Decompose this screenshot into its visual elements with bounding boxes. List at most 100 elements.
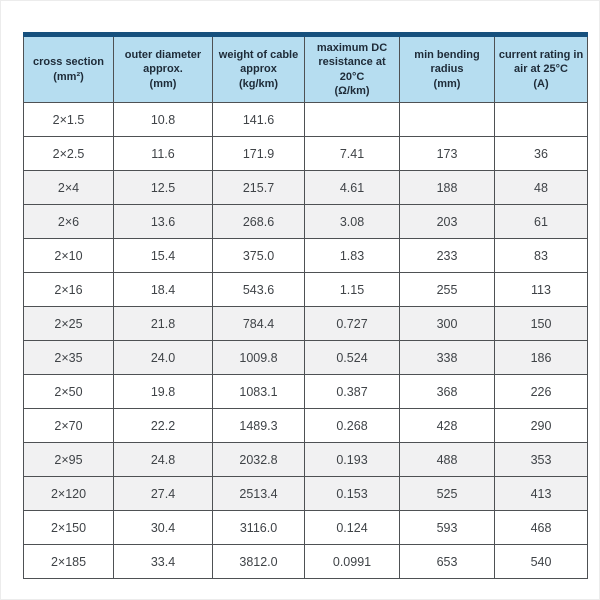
table-cell: 48 (494, 170, 588, 206)
table-cell: 2×70 (23, 408, 114, 444)
column-header-dc-resistance: maximum DC resistance at 20°C (Ω/km) (304, 33, 400, 104)
table-cell: 3812.0 (212, 544, 305, 580)
header-line: radius (430, 63, 464, 76)
table-cell: 188 (399, 170, 495, 206)
cable-spec-table: cross section (mm²) outer diameter approx.(… (23, 32, 588, 580)
table-cell: 0.268 (304, 408, 400, 444)
table-cell (494, 102, 588, 138)
table-cell: 2×120 (23, 476, 114, 512)
table-row: 2×2.5 11.6 171.9 7.41 173 36 (23, 136, 588, 172)
table-cell: 0.153 (304, 476, 400, 512)
table-cell: 173 (399, 136, 495, 172)
header-line: maximum DC (316, 42, 388, 54)
table-row: 2×95 24.8 2032.8 0.193 488 353 (23, 442, 588, 478)
table-cell: 2032.8 (212, 442, 305, 478)
header-line: weight of cable (218, 49, 299, 62)
header-line: (mm) (149, 77, 177, 90)
table-cell: 2×150 (23, 510, 114, 546)
table-cell: 61 (494, 204, 588, 240)
table-cell: 2×1.5 (23, 102, 114, 138)
table-cell (304, 102, 400, 138)
column-header-cross-section: cross section (mm²) (23, 33, 114, 104)
header-line: (A) (533, 77, 549, 90)
table-cell: 2×35 (23, 340, 114, 376)
column-header-min-bending-radius: min bending radius (mm) (399, 33, 495, 104)
table-cell: 18.4 (113, 272, 213, 308)
table-cell: 21.8 (113, 306, 213, 342)
table-cell: 113 (494, 272, 588, 308)
table-row: 2×150 30.4 3116.0 0.124 593 468 (23, 510, 588, 546)
table-cell: 525 (399, 476, 495, 512)
table-cell: 1009.8 (212, 340, 305, 376)
header-line: resistance at 20°C (318, 56, 386, 83)
header-line: outer diameter (124, 49, 202, 62)
table-cell: 13.6 (113, 204, 213, 240)
table-cell: 24.8 (113, 442, 213, 478)
table-cell: 0.193 (304, 442, 400, 478)
table-cell: 2×10 (23, 238, 114, 274)
table-cell: 33.4 (113, 544, 213, 580)
table-cell: 2×25 (23, 306, 114, 342)
table-cell: 10.8 (113, 102, 213, 138)
table-cell: 468 (494, 510, 588, 546)
column-header-cable-weight: weight of cable approx (kg/km) (212, 33, 305, 104)
table-cell: 3.08 (304, 204, 400, 240)
table-row: 2×50 19.8 1083.1 0.387 368 226 (23, 374, 588, 410)
table-cell: 150 (494, 306, 588, 342)
table-cell: 36 (494, 136, 588, 172)
table-row: 2×25 21.8 784.4 0.727 300 150 (23, 306, 588, 342)
table-cell: 0.124 (304, 510, 400, 546)
header-line: min bending (414, 49, 480, 62)
header-line: (mm) (433, 77, 461, 90)
table-row: 2×185 33.4 3812.0 0.0991 653 540 (23, 544, 588, 580)
header-line: current rating in (498, 49, 584, 62)
header-line: (kg/km) (238, 77, 279, 90)
table-cell: 653 (399, 544, 495, 580)
table-cell: 2513.4 (212, 476, 305, 512)
table-cell: 0.0991 (304, 544, 400, 580)
table-cell: 7.41 (304, 136, 400, 172)
table-cell: 338 (399, 340, 495, 376)
table-cell: 413 (494, 476, 588, 512)
table-row: 2×1.5 10.8 141.6 (23, 102, 588, 138)
table-cell: 22.2 (113, 408, 213, 444)
table-cell: 300 (399, 306, 495, 342)
header-line: cross section (33, 56, 104, 69)
table-cell: 593 (399, 510, 495, 546)
header-line: air at 25°C (514, 63, 568, 76)
table-cell: 543.6 (212, 272, 305, 308)
column-header-outer-diameter: outer diameter approx. (mm) (113, 33, 213, 104)
table-cell: 290 (494, 408, 588, 444)
table-cell: 24.0 (113, 340, 213, 376)
table-cell: 2×4 (23, 170, 114, 206)
table-cell: 2×50 (23, 374, 114, 410)
table-cell: 268.6 (212, 204, 305, 240)
table-cell: 141.6 (212, 102, 305, 138)
table-body: 2×1.5 10.8 141.6 2×2.5 11.6 171.9 7.41 173 36 2×4… (23, 102, 588, 580)
table-row: 2×16 18.4 543.6 1.15 255 113 (23, 272, 588, 308)
table-cell: 215.7 (212, 170, 305, 206)
table-cell: 488 (399, 442, 495, 478)
table-cell: 4.61 (304, 170, 400, 206)
table-row: 2×10 15.4 375.0 1.83 233 83 (23, 238, 588, 274)
table-cell: 428 (399, 408, 495, 444)
table-row: 2×70 22.2 1489.3 0.268 428 290 (23, 408, 588, 444)
table-cell: 1.83 (304, 238, 400, 274)
table-cell: 2×95 (23, 442, 114, 478)
table-cell: 12.5 (113, 170, 213, 206)
table-cell: 0.524 (304, 340, 400, 376)
table-cell: 3116.0 (212, 510, 305, 546)
table-cell: 368 (399, 374, 495, 410)
table-cell: 186 (494, 340, 588, 376)
table-cell: 2×6 (23, 204, 114, 240)
table-cell: 226 (494, 374, 588, 410)
table-cell: 83 (494, 238, 588, 274)
table-cell: 0.727 (304, 306, 400, 342)
table-header: cross section (mm²) outer diameter approx.(… (23, 33, 588, 104)
table-cell: 233 (399, 238, 495, 274)
table-cell: 784.4 (212, 306, 305, 342)
table-cell: 2×2.5 (23, 136, 114, 172)
table-cell: 1.15 (304, 272, 400, 308)
table-cell: 375.0 (212, 238, 305, 274)
